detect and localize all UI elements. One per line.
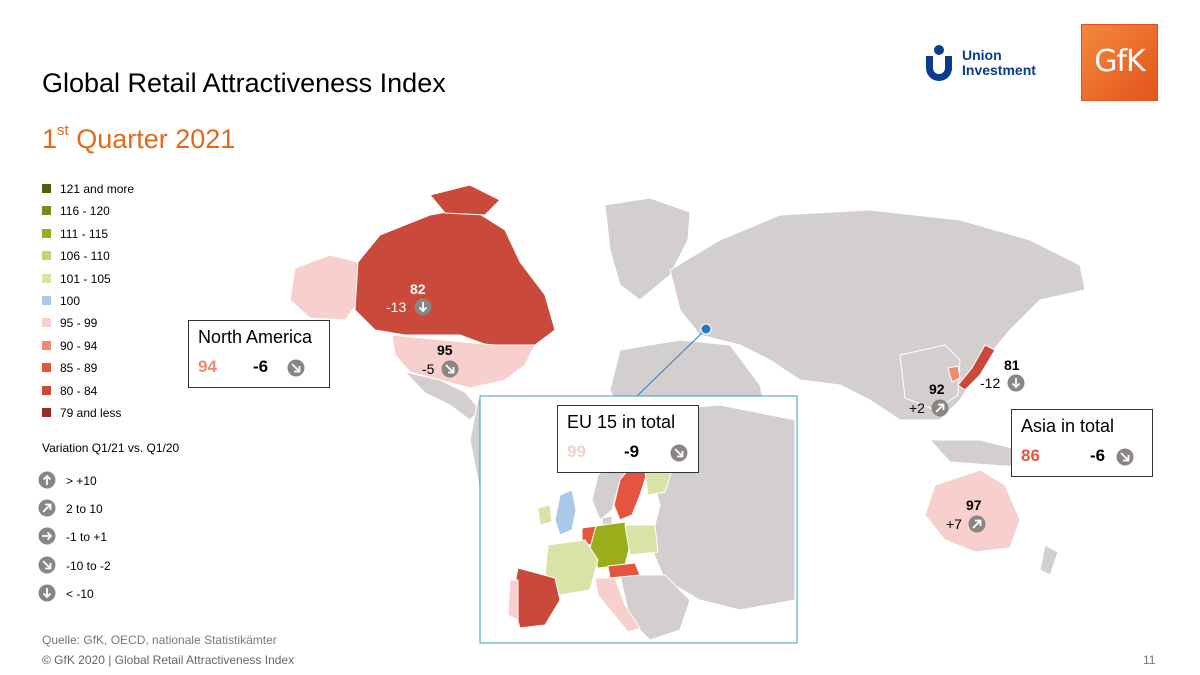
legend-swatch (42, 408, 51, 417)
legend-label: 79 and less (60, 406, 122, 420)
north-america-box: North America 94 -6 (188, 320, 330, 388)
asia-title: Asia in total (1021, 416, 1115, 436)
canada-islands-shape (429, 184, 501, 216)
greenland-shape (604, 197, 691, 301)
union-investment-logo: Union Investment (922, 44, 1062, 84)
legend-swatch (42, 251, 51, 261)
italy-shape (594, 577, 641, 633)
legend-label: 90 - 94 (60, 338, 98, 353)
china-value-label: 92 (929, 381, 945, 397)
variation-label: > +10 (66, 474, 97, 488)
ireland-shape (537, 504, 553, 526)
legend-label: 101 - 105 (60, 271, 111, 286)
australia-change-label: +7 (946, 516, 962, 532)
legend-swatch (42, 318, 51, 328)
arrow-up-right-icon (968, 515, 986, 533)
alaska-shape (289, 254, 361, 321)
eu15-box: EU 15 in total 99 -9 (557, 405, 699, 473)
legend-label: 121 and more (60, 182, 135, 196)
legend-swatch (42, 340, 51, 350)
legend-label: 111 - 115 (60, 226, 109, 241)
arrow-down-right-icon (670, 444, 688, 462)
uk-shape (554, 489, 577, 536)
eu-marker-dot (700, 323, 712, 335)
legend-swatch (42, 363, 51, 373)
eu15-value: 99 (567, 442, 586, 461)
usa-value-label: 95 (437, 342, 453, 358)
australia-shape (924, 469, 1021, 553)
austria-shape (607, 562, 641, 579)
arrow-down-right-icon (1116, 448, 1134, 466)
asia-box: Asia in total 86 -6 (1011, 409, 1153, 477)
gfk-logo: GfK (1081, 24, 1158, 101)
variation-label: -1 to +1 (66, 530, 108, 545)
page-subtitle: 1st Quarter 2021 (42, 122, 236, 154)
union-investment-mark-icon (926, 45, 952, 81)
portugal-shape (507, 579, 519, 621)
legend-swatch (42, 228, 51, 238)
variation-title: Variation Q1/21 vs. Q1/20 (42, 441, 180, 455)
arrow-down-right-icon (38, 556, 56, 574)
asia-change: -6 (1090, 446, 1106, 465)
arrow-down-right-icon (287, 359, 305, 377)
australia-value-label: 97 (966, 497, 982, 513)
korea-shape (947, 365, 961, 383)
eu15-change: -9 (624, 442, 640, 461)
arrow-up-right-icon (931, 399, 949, 417)
china-shape (899, 344, 961, 411)
page-title: Global Retail Attractiveness Index (42, 68, 446, 98)
copyright-note: © GfK 2020 | Global Retail Attractivenes… (42, 653, 295, 667)
legend-label: 85 - 89 (60, 361, 98, 376)
arrow-down-right-icon (441, 360, 459, 378)
legend-label: 100 (60, 294, 81, 308)
north-america-change: -6 (253, 357, 269, 376)
arrow-right-icon (38, 527, 56, 545)
arrow-down-icon (1007, 374, 1025, 392)
source-note: Quelle: GfK, OECD, nationale Statistikäm… (42, 633, 277, 647)
japan-value-label: 81 (1004, 357, 1020, 373)
variation-label: -10 to -2 (66, 558, 111, 573)
china-change-label: +2 (909, 400, 925, 416)
legend-swatch (42, 184, 51, 193)
variation-label: 2 to 10 (66, 502, 103, 517)
new-zealand-shape (1039, 544, 1059, 576)
arrow-down-icon (414, 298, 432, 316)
legend-swatch (42, 206, 51, 216)
legend-label: 106 - 110 (60, 249, 110, 264)
legend-swatch (42, 296, 51, 305)
arrow-up-right-icon (38, 499, 56, 517)
legend-label: 116 - 120 (60, 204, 110, 219)
usa-shape (391, 334, 536, 389)
legend-label: 95 - 99 (60, 316, 98, 331)
eu15-title: EU 15 in total (567, 412, 676, 432)
poland-shape (624, 524, 659, 556)
arrow-down-icon (38, 584, 56, 602)
asia-value: 86 (1021, 446, 1040, 465)
japan-change-label: -12 (980, 375, 1001, 391)
legend-swatch (42, 273, 51, 283)
page-number: 11 (1143, 653, 1156, 667)
north-america-value: 94 (198, 357, 217, 376)
arrow-up-icon (38, 471, 56, 489)
legend-swatch (42, 385, 51, 395)
variation-label: < -10 (66, 586, 94, 601)
north-america-title: North America (198, 327, 313, 347)
legend-label: 80 - 84 (60, 383, 98, 398)
eu-connector-line (635, 328, 707, 398)
canada-value-label: 82 (410, 281, 426, 297)
canada-change-label: -13 (386, 299, 407, 315)
usa-change-label: -5 (422, 361, 435, 377)
japan-shape (957, 344, 996, 391)
canada-shape (354, 207, 556, 349)
